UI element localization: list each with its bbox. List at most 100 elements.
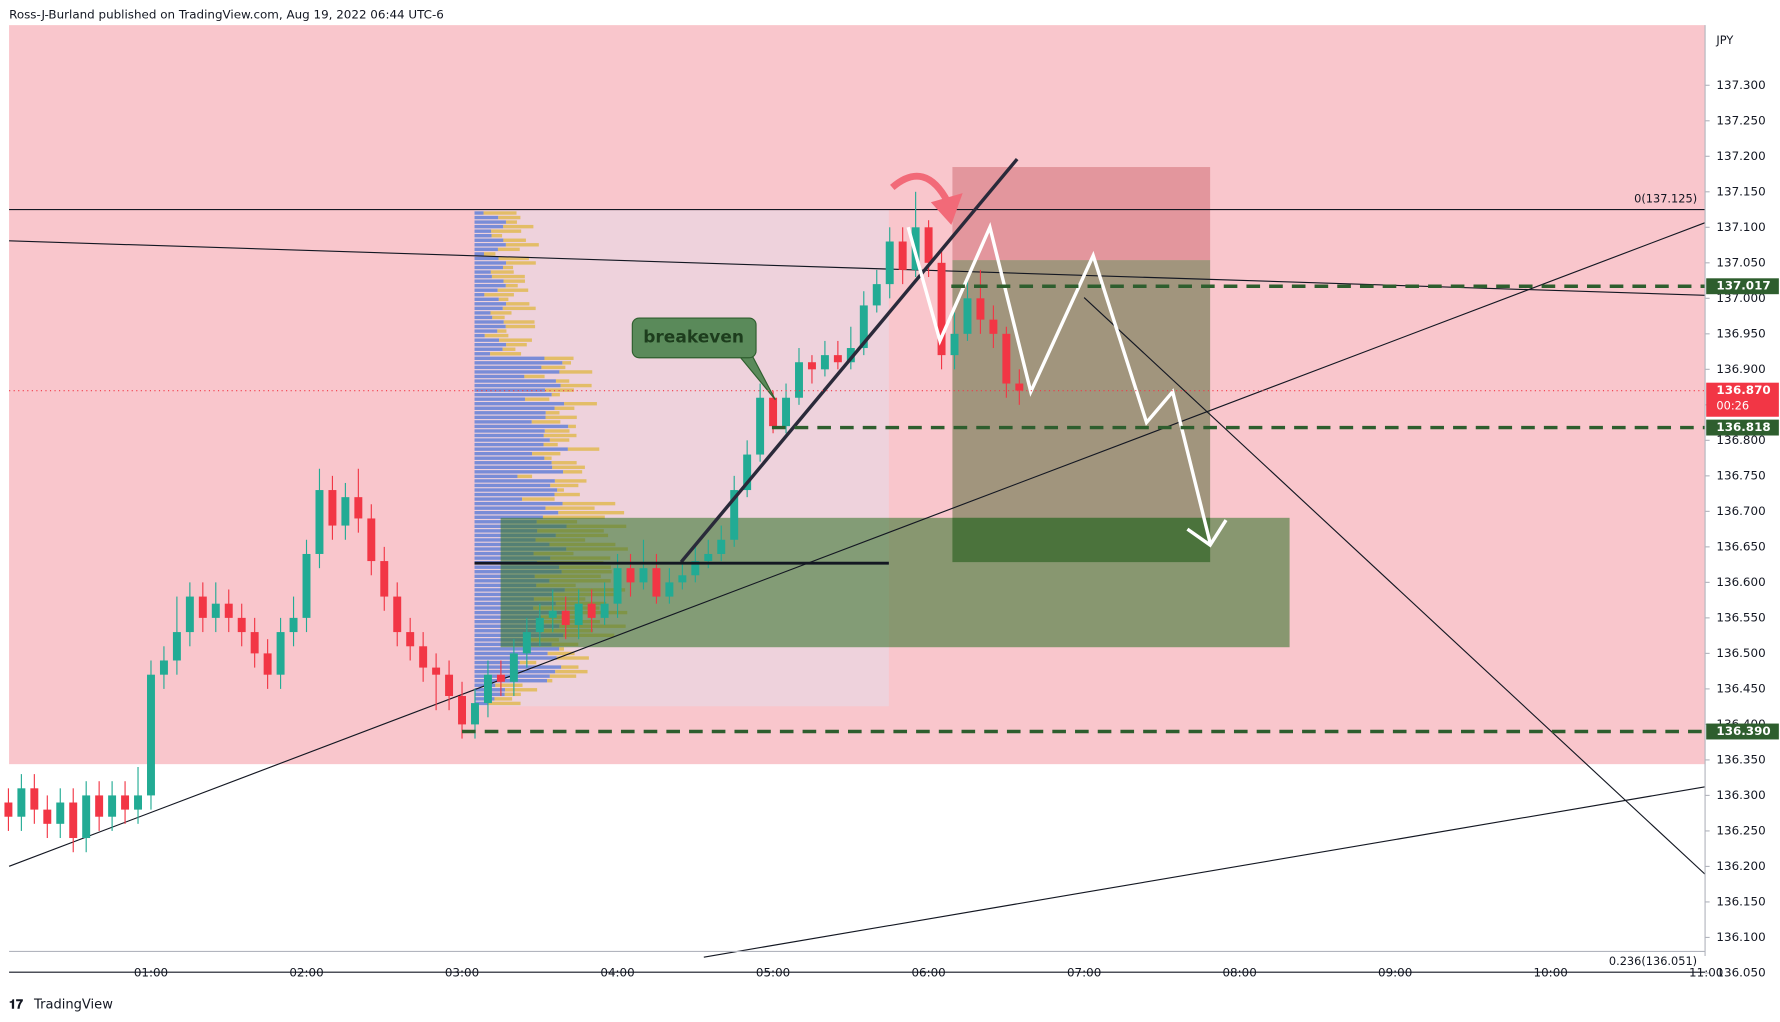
candle-body bbox=[82, 795, 91, 839]
x-tick-label: 03:00 bbox=[445, 966, 479, 980]
trend-line-thick bbox=[679, 157, 1019, 564]
volume-bar bbox=[492, 315, 505, 320]
candle-body bbox=[756, 397, 765, 455]
volume-bar bbox=[474, 352, 491, 356]
candle-body bbox=[147, 674, 155, 796]
volume-bar bbox=[547, 679, 553, 683]
volume-bar bbox=[474, 515, 543, 519]
x-tick-label: 06:00 bbox=[911, 966, 945, 980]
candle-body bbox=[704, 553, 713, 562]
volume-bar bbox=[498, 215, 521, 220]
y-tick-label: 136.250 bbox=[1716, 823, 1765, 837]
volume-bar bbox=[474, 438, 550, 442]
candle-body bbox=[483, 674, 492, 704]
volume-bar bbox=[474, 256, 499, 261]
volume-bar bbox=[543, 442, 558, 447]
volume-bar bbox=[551, 392, 560, 397]
price-label: 137.017 bbox=[1716, 279, 1770, 293]
price-label-box bbox=[1706, 382, 1779, 417]
volume-bar bbox=[474, 701, 489, 706]
candle-body bbox=[613, 568, 622, 604]
candle-body bbox=[678, 575, 687, 583]
volume-bar bbox=[554, 492, 580, 497]
volume-bar bbox=[474, 474, 518, 479]
candle-body bbox=[30, 788, 39, 810]
candle-body bbox=[665, 582, 674, 597]
candle-body bbox=[989, 319, 998, 334]
volume-bar bbox=[555, 379, 570, 383]
candle-body bbox=[795, 362, 803, 398]
candle-body bbox=[600, 603, 609, 618]
volume-bar bbox=[497, 329, 507, 333]
y-tick-label: 137.000 bbox=[1716, 291, 1765, 305]
volume-bar bbox=[474, 279, 504, 283]
volume-bar bbox=[524, 397, 550, 401]
candle-body bbox=[950, 333, 959, 356]
volume-bar bbox=[474, 288, 498, 292]
volume-bar bbox=[474, 397, 525, 401]
candle-body bbox=[587, 603, 596, 618]
volume-bar bbox=[503, 238, 526, 242]
candle-body bbox=[807, 362, 816, 370]
candle-body bbox=[406, 632, 415, 647]
axis-unit: JPY bbox=[1715, 33, 1733, 47]
volume-bar bbox=[549, 674, 577, 678]
volume-bar bbox=[474, 347, 503, 351]
volume-bar bbox=[506, 261, 536, 265]
candle-body bbox=[976, 298, 985, 320]
volume-bar bbox=[558, 511, 625, 515]
volume-bar bbox=[491, 229, 522, 233]
volume-bar bbox=[551, 461, 577, 465]
volume-bar bbox=[474, 243, 506, 247]
overlay: breakeven bbox=[9, 157, 1706, 734]
y-tick-label: 136.600 bbox=[1716, 575, 1765, 589]
volume-bar bbox=[503, 320, 535, 324]
volume-bar bbox=[474, 506, 546, 510]
candle-body bbox=[224, 603, 233, 618]
volume-bar bbox=[474, 215, 499, 220]
volume-bar bbox=[483, 252, 496, 256]
volume-bar bbox=[474, 415, 546, 420]
candle-body bbox=[833, 355, 842, 363]
projection-path bbox=[906, 221, 1212, 544]
volume-bar bbox=[474, 402, 565, 406]
price-label: 136.390 bbox=[1716, 724, 1770, 738]
projection-arrowhead bbox=[1186, 519, 1228, 548]
trend-line bbox=[8, 222, 1706, 867]
volume-bar bbox=[474, 388, 546, 392]
volume-bar bbox=[532, 451, 561, 456]
candle-body bbox=[496, 674, 505, 682]
candle-body bbox=[263, 653, 272, 675]
y-tick-label: 136.950 bbox=[1716, 326, 1765, 340]
volume-bar bbox=[561, 665, 579, 669]
candle-body bbox=[535, 617, 544, 633]
volume-bar bbox=[474, 365, 542, 370]
volume-bar bbox=[474, 224, 504, 229]
candle-body bbox=[937, 262, 946, 356]
volume-bar bbox=[490, 270, 514, 274]
target-zone-dark bbox=[952, 517, 1211, 563]
volume-bar bbox=[474, 252, 484, 256]
volume-bar bbox=[560, 383, 592, 388]
candle-body bbox=[328, 490, 337, 526]
volume-bar bbox=[519, 660, 537, 665]
candle-body bbox=[211, 603, 220, 618]
volume-bar bbox=[474, 333, 485, 338]
volume-bar bbox=[541, 365, 566, 370]
volume-bar bbox=[474, 420, 532, 424]
volume-bar bbox=[474, 220, 506, 224]
volume-bar bbox=[554, 479, 587, 483]
volume-bar bbox=[550, 483, 579, 488]
volume-bar bbox=[505, 220, 517, 224]
volume-bar bbox=[474, 465, 553, 469]
volume-bar bbox=[474, 361, 563, 365]
candle-body bbox=[782, 397, 791, 427]
volume-bar bbox=[491, 274, 525, 279]
volume-bar bbox=[474, 447, 568, 451]
axes: 137.300 137.250 137.200 137.150 137.100 137.0… bbox=[134, 78, 1779, 980]
volume-bar bbox=[474, 274, 492, 279]
volume-bar bbox=[562, 361, 572, 365]
x-tick-label: 09:00 bbox=[1378, 966, 1412, 980]
volume-bar bbox=[474, 229, 492, 233]
